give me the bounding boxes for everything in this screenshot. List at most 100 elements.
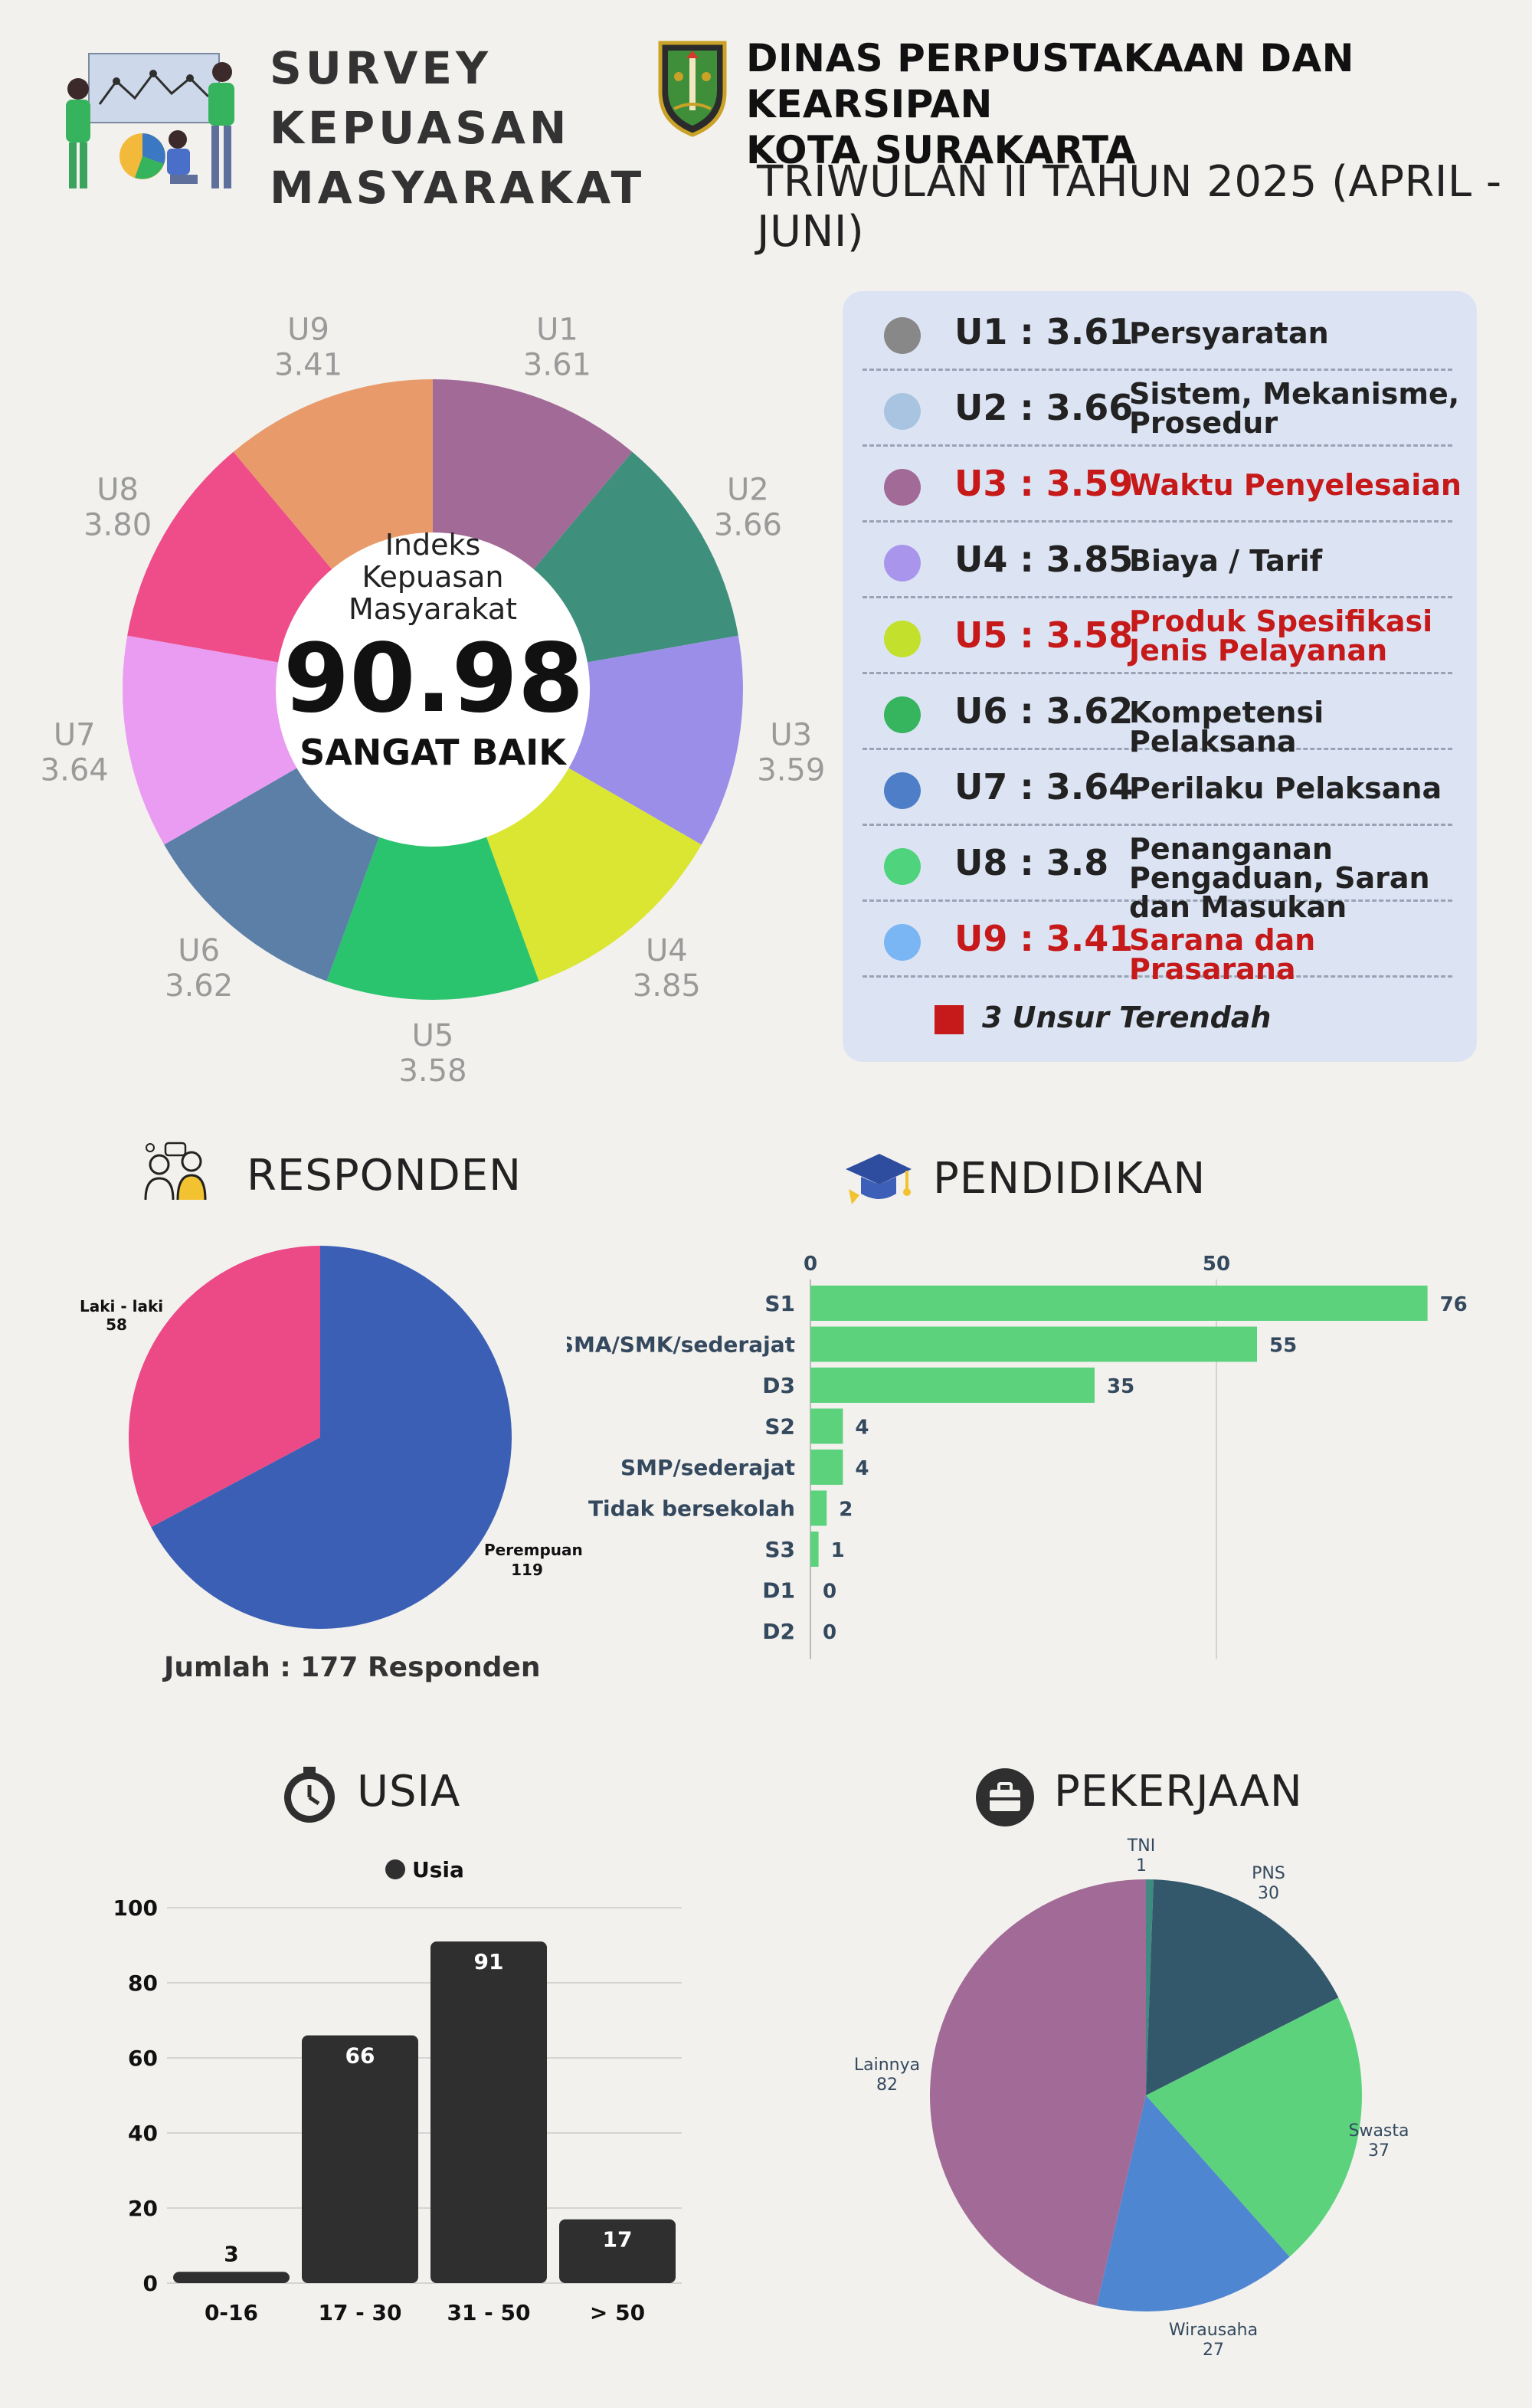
usia-ytick: 40 — [128, 2121, 158, 2146]
pendidikan-category-label: D1 — [762, 1578, 795, 1604]
low-score-swatch — [935, 1005, 964, 1034]
legend-swatch — [884, 545, 921, 582]
pendidikan-category-label: D2 — [762, 1619, 795, 1644]
responden-slice-perempuan — [151, 1246, 512, 1629]
responden-title: RESPONDEN — [247, 1151, 522, 1201]
legend-description: Sistem, Mekanisme, Prosedur — [1129, 377, 1460, 440]
usia-legend-label: Usia — [412, 1857, 464, 1882]
pekerjaan-label-swasta: Swasta — [1348, 2121, 1409, 2141]
donut-label-value-u9: 3.41 — [274, 348, 342, 383]
usia-title: USIA — [357, 1767, 461, 1817]
legend-row-u4: U4 : 3.85 Biaya / Tarif — [863, 520, 1452, 598]
responden-slice-laki-laki — [128, 1246, 320, 1528]
survey-title: SURVEY KEPUASAN MASYARAKAT — [270, 38, 645, 218]
pendidikan-value-label: 4 — [855, 1417, 869, 1440]
pendidikan-bar — [810, 1286, 1428, 1321]
pekerjaan-value-wirausaha: 27 — [1203, 2341, 1224, 2360]
usia-bar — [559, 2219, 676, 2283]
legend-row-u6: U6 : 3.62 Kompetensi Pelaksana — [863, 672, 1452, 756]
pendidikan-category-label: SMP/sederajat — [620, 1455, 795, 1480]
pekerjaan-value-lainnya: 82 — [876, 2075, 898, 2095]
legend-code: U2 : 3.66 — [954, 387, 1134, 428]
pekerjaan-label-tni: TNI — [1127, 1836, 1155, 1856]
donut-center-hole — [276, 532, 590, 847]
usia-category-label: 31 - 50 — [447, 2300, 530, 2325]
legend-row-u2: U2 : 3.66 Sistem, Mekanisme, Prosedur — [863, 369, 1459, 447]
responden-icon — [139, 1140, 213, 1206]
usia-ytick: 100 — [113, 1895, 158, 1921]
surakarta-crest-logo — [656, 38, 729, 138]
legend-row-u9: U9 : 3.41 Sarana dan Prasarana — [863, 899, 1452, 984]
ikm-grade: SANGAT BAIK — [300, 732, 566, 773]
legend-code: U4 : 3.85 — [954, 539, 1134, 580]
pendidikan-xtick: 0 — [804, 1253, 817, 1276]
pekerjaan-slice-pns — [1146, 1879, 1339, 2095]
survey-period: TRIWULAN II TAHUN 2025 (APRIL - JUNI) — [757, 157, 1502, 257]
usia-category-label: > 50 — [590, 2300, 645, 2325]
pendidikan-bar — [810, 1450, 843, 1485]
people-chart-illustration-icon — [66, 53, 234, 188]
pendidikan-bar — [810, 1368, 1095, 1403]
pendidikan-category-label: Tidak bersekolah — [588, 1496, 795, 1522]
pendidikan-bar-svg: 0 50 S1 76 SMA/SMK/sederajat 55 D3 35 S2 4 SMP/sed… — [558, 1253, 1468, 1659]
title-line-2: KEPUASAN — [270, 102, 571, 154]
ikm-label-line-3: Masyarakat — [348, 592, 518, 626]
pendidikan-value-label: 76 — [1440, 1293, 1468, 1316]
pekerjaan-icon — [974, 1767, 1036, 1828]
legend-description: Persyaratan — [1129, 316, 1329, 350]
donut-label-code-u3: U3 — [770, 717, 812, 752]
pendidikan-value-label: 35 — [1107, 1375, 1134, 1398]
legend-swatch — [884, 393, 921, 430]
legend-description: Waktu Penyelesaian — [1129, 468, 1462, 502]
pendidikan-category-label: SMA/SMK/sederajat — [567, 1332, 795, 1358]
pekerjaan-slice-lainnya — [930, 1879, 1146, 2306]
pendidikan-value-label: 4 — [855, 1457, 869, 1480]
usia-bar-svg: Usia 0 20 40 60 80 100 3 0-16 66 17 - 30 91 31 - 50 1… — [113, 1857, 682, 2325]
pekerjaan-value-swasta: 37 — [1368, 2141, 1390, 2161]
responden-total: Jumlah : 177 Responden — [164, 1652, 541, 1683]
pendidikan-value-label: 0 — [823, 1621, 836, 1644]
pekerjaan-slice-tni — [1146, 1879, 1154, 2095]
legend-description: Kompetensi Pelaksana — [1129, 696, 1324, 758]
legend-description: Biaya / Tarif — [1129, 544, 1323, 578]
low-score-note: 3 Unsur Terendah — [982, 1001, 1272, 1034]
pendidikan-value-label: 0 — [823, 1581, 836, 1604]
usia-bar — [173, 2272, 290, 2283]
pekerjaan-value-tni: 1 — [1136, 1856, 1147, 1876]
agency-name: DINAS PERPUSTAKAAN DAN KEARSIPAN KOTA SU… — [746, 35, 1532, 173]
element-legend-panel: U1 : 3.61 Persyaratan U2 : 3.66 Sistem, Mek… — [843, 291, 1477, 1062]
usia-bar — [302, 2035, 418, 2283]
pekerjaan-value-pns: 30 — [1258, 1884, 1279, 1903]
legend-description: Produk Spesifikasi Jenis Pelayanan — [1129, 604, 1433, 667]
people-talking-icon — [144, 1142, 207, 1201]
pendidikan-bar — [810, 1326, 1257, 1362]
usia-ytick: 0 — [143, 2271, 158, 2296]
ikm-label-line-1: Indeks — [385, 528, 481, 562]
legend-swatch — [884, 848, 921, 885]
donut-label-code-u7: U7 — [54, 717, 96, 752]
legend-swatch — [884, 469, 921, 506]
legend-swatch — [884, 772, 921, 809]
responden-label-laki-laki: Laki - laki — [80, 1297, 163, 1315]
pekerjaan-slice-wirausaha — [1096, 2095, 1290, 2311]
usia-value-label: 91 — [474, 1949, 504, 1974]
pekerjaan-slice-swasta — [1146, 1997, 1362, 2257]
pekerjaan-title: PEKERJAAN — [1054, 1767, 1303, 1817]
pekerjaan-pie-chart: TNI 1 PNS 30 Swasta 37 Wirausaha 27 Lainnya 82 — [804, 1823, 1509, 2360]
briefcase-icon — [976, 1768, 1034, 1826]
pendidikan-bar — [810, 1490, 827, 1526]
legend-swatch — [884, 317, 921, 354]
legend-code: U5 : 3.58 — [954, 614, 1134, 656]
usia-value-label: 3 — [224, 2241, 238, 2266]
pendidikan-category-label: S1 — [764, 1291, 795, 1316]
usia-ytick: 60 — [128, 2046, 158, 2071]
stopwatch-icon — [284, 1767, 335, 1823]
donut-label-value-u6: 3.62 — [165, 968, 233, 1004]
legend-description: Penanganan Pengaduan, Saran dan Masukan — [1129, 832, 1430, 924]
donut-label-code-u2: U2 — [727, 473, 769, 508]
pendidikan-category-label: S2 — [764, 1414, 795, 1440]
usia-value-label: 17 — [603, 2227, 633, 2252]
pendidikan-bar — [810, 1532, 819, 1567]
pendidikan-xtick: 50 — [1203, 1253, 1230, 1276]
